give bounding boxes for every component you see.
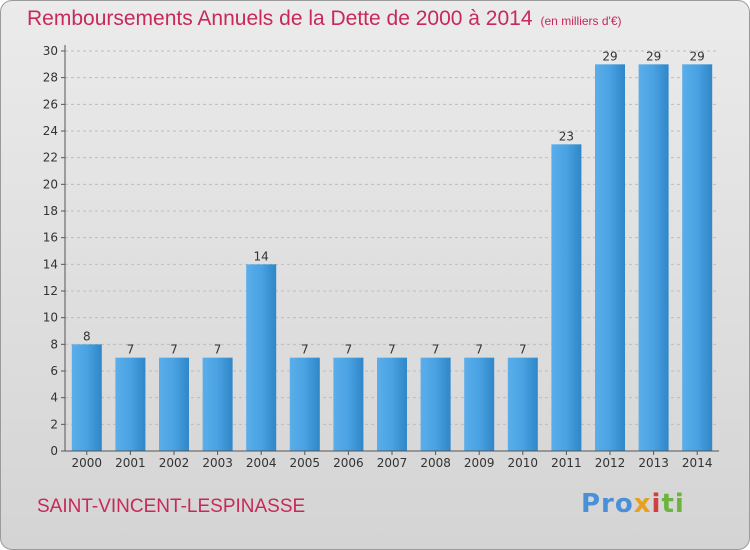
x-tick-label-2011: 2011 (551, 456, 582, 470)
x-tick-label-2003: 2003 (202, 456, 233, 470)
value-label-2013: 29 (646, 49, 661, 63)
chart-title-text: Remboursements Annuels de la Dette de 20… (27, 7, 533, 30)
value-label-2007: 7 (388, 343, 396, 357)
y-tick-label-30: 30 (43, 44, 58, 58)
bar-2013 (638, 64, 669, 452)
x-tick-label-2012: 2012 (595, 456, 626, 470)
bar-2009 (464, 357, 495, 451)
bar-2011 (551, 144, 582, 452)
value-label-2003: 7 (214, 343, 222, 357)
x-tick-label-2001: 2001 (115, 456, 146, 470)
x-tick-label-2004: 2004 (246, 456, 277, 470)
chart-subtitle: (en milliers d'€) (540, 14, 622, 28)
value-label-2010: 7 (519, 343, 527, 357)
x-tick-label-2009: 2009 (464, 456, 495, 470)
value-label-2000: 8 (83, 329, 91, 343)
value-label-2008: 7 (432, 343, 440, 357)
labels-layer: 8 7 7 7 14 7 7 7 7 7 7 23 29 29 29 (83, 49, 705, 356)
value-label-2005: 7 (301, 343, 309, 357)
y-tick-label-8: 8 (50, 337, 58, 351)
bar-2010 (507, 357, 538, 451)
proxiti-logo: Proxiti (581, 489, 685, 519)
value-label-2009: 7 (475, 343, 483, 357)
logo-part-4: ti (661, 489, 685, 519)
y-tick-label-28: 28 (43, 71, 58, 85)
town-name: SAINT-VINCENT-LESPINASSE (37, 496, 306, 517)
x-tick-label-2014: 2014 (682, 456, 713, 470)
value-label-2001: 7 (127, 343, 135, 357)
y-tick-label-12: 12 (43, 284, 58, 298)
y-tick-label-0: 0 (50, 444, 58, 458)
y-tick-label-16: 16 (43, 231, 58, 245)
value-label-2012: 29 (602, 49, 617, 63)
bars-layer (71, 64, 713, 452)
x-tick-label-2008: 2008 (420, 456, 451, 470)
y-tick-label-22: 22 (43, 151, 58, 165)
bar-2005 (289, 357, 320, 451)
value-label-2006: 7 (345, 343, 353, 357)
bar-2004 (246, 264, 277, 451)
logo-part-2: x (633, 489, 652, 519)
bar-2008 (420, 357, 451, 451)
chart-title: Remboursements Annuels de la Dette de 20… (27, 7, 622, 31)
x-tick-label-2002: 2002 (159, 456, 190, 470)
bar-2001 (115, 357, 146, 451)
y-tick-label-4: 4 (50, 391, 58, 405)
y-tick-label-26: 26 (43, 97, 58, 111)
logo-part-1: Pro (581, 489, 634, 519)
y-tick-label-10: 10 (43, 311, 58, 325)
x-tick-label-2005: 2005 (290, 456, 321, 470)
bar-2003 (202, 357, 233, 451)
y-tick-label-2: 2 (50, 417, 58, 431)
logo-part-3: i (651, 489, 662, 519)
bar-2006 (333, 357, 364, 451)
x-tick-label-2000: 2000 (72, 456, 103, 470)
y-tick-label-20: 20 (43, 177, 58, 191)
x-tick-label-2013: 2013 (638, 456, 669, 470)
bar-2014 (682, 64, 713, 452)
y-tick-label-18: 18 (43, 204, 58, 218)
value-label-2002: 7 (170, 343, 178, 357)
x-tick-label-2006: 2006 (333, 456, 364, 470)
value-label-2014: 29 (690, 49, 705, 63)
bar-2012 (595, 64, 625, 452)
value-label-2011: 23 (559, 129, 574, 143)
bar-2002 (159, 357, 189, 451)
value-label-2004: 14 (254, 249, 269, 263)
y-tick-label-14: 14 (43, 257, 58, 271)
x-tick-label-2007: 2007 (377, 456, 408, 470)
y-tick-label-6: 6 (50, 364, 58, 378)
y-tick-label-24: 24 (43, 124, 58, 138)
bar-2000 (71, 344, 102, 451)
bar-2007 (377, 357, 407, 451)
x-tick-label-2010: 2010 (508, 456, 539, 470)
